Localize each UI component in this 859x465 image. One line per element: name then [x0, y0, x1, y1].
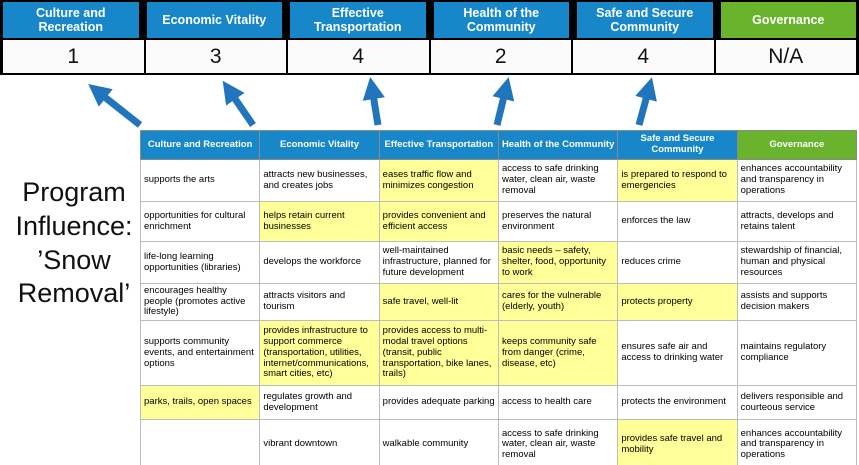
up-arrow-icon — [492, 77, 515, 126]
table-cell: basic needs – safety, shelter, food, opp… — [497, 241, 619, 284]
scoreboard-header-row: Culture and Recreation Economic Vitality… — [3, 2, 856, 38]
scoreboard-band: Culture and Recreation Economic Vitality… — [0, 0, 859, 75]
table-cell: cares for the vulnerable (elderly, youth… — [497, 282, 619, 322]
table-cell: supports community events, and entertain… — [139, 320, 261, 387]
score-economic: 3 — [145, 40, 286, 73]
page-title: Program Influence: ’Snow Removal’ — [0, 176, 148, 311]
table-row: supports community events, and entertain… — [139, 320, 858, 387]
arrows-layer — [88, 76, 657, 128]
table-cell: helps retain current businesses — [259, 201, 380, 242]
score-safe: 4 — [573, 40, 714, 73]
table-cell: enhances accountability and transparency… — [736, 419, 858, 465]
score-governance: N/A — [715, 40, 856, 73]
title-line: ’Snow — [37, 244, 111, 275]
table-cell: provides adequate parking — [378, 385, 499, 421]
title-line: Program — [22, 177, 126, 207]
score-health: 2 — [430, 40, 571, 73]
up-arrow-icon — [635, 77, 657, 126]
table-cell: preserves the natural environment — [497, 201, 619, 242]
table-cell: access to safe drinking water, clean air… — [497, 419, 619, 465]
table-cell: protects property — [617, 282, 738, 322]
table-cell: regulates growth and development — [259, 385, 380, 421]
table-row: supports the arts attracts new businesses… — [139, 159, 858, 202]
table-cell: encourages healthy people (promotes acti… — [139, 282, 261, 322]
table-header-row: Culture and Recreation Economic Vitality… — [139, 130, 858, 160]
table-cell: ensures safe air and access to drinking … — [617, 320, 738, 387]
table-cell: provides safe travel and mobility — [617, 419, 738, 465]
table-cell: opportunities for cultural enrichment — [139, 201, 261, 242]
table-cell: access to safe drinking water, clean air… — [497, 159, 619, 202]
table-cell — [139, 419, 261, 465]
score-culture: 1 — [3, 40, 144, 73]
table-cell: delivers responsible and courteous servi… — [736, 385, 858, 421]
title-line: Removal’ — [17, 278, 131, 309]
up-arrow-icon — [362, 76, 385, 126]
table-row: life-long learning opportunities (librar… — [139, 241, 858, 284]
table-cell: enhances accountability and transparency… — [736, 159, 858, 202]
table-cell: develops the workforce — [259, 241, 380, 284]
table-cell: maintains regulatory compliance — [736, 320, 858, 387]
table-cell: vibrant downtown — [259, 419, 380, 465]
table-row: encourages healthy people (promotes acti… — [139, 282, 858, 322]
table-cell: attracts new businesses, and creates job… — [259, 159, 380, 202]
title-line: Influence: — [15, 210, 133, 241]
table-cell: attracts visitors and tourism — [259, 282, 380, 322]
table-cell: reduces crime — [617, 241, 738, 284]
table-cell: keeps community safe from danger (crime,… — [497, 320, 619, 387]
table-cell: stewardship of financial, human and phys… — [736, 241, 858, 284]
scoreboard-header-economic: Economic Vitality — [146, 2, 282, 38]
table-cell: protects the environment — [617, 385, 738, 421]
table-row: vibrant downtown walkable community access… — [139, 419, 858, 465]
col-header-safe: Safe and Secure Community — [617, 130, 738, 160]
table-cell: well-maintained infrastructure, planned … — [378, 241, 499, 284]
col-header-transportation: Effective Transportation — [378, 130, 499, 160]
influence-table-body: supports the arts attracts new businesses… — [139, 159, 858, 465]
scoreboard-header-governance: Governance — [720, 2, 856, 38]
col-header-culture: Culture and Recreation — [139, 130, 261, 160]
table-cell: eases traffic flow and minimizes congest… — [378, 159, 499, 202]
table-cell: parks, trails, open spaces — [139, 385, 261, 421]
influence-table: Culture and Recreation Economic Vitality… — [139, 130, 858, 465]
table-cell: safe travel, well-lit — [378, 282, 499, 322]
table-cell: walkable community — [378, 419, 499, 465]
scoreboard-score-row: 1 3 4 2 4 N/A — [3, 40, 856, 73]
table-cell: provides convenient and efficient access — [378, 201, 499, 242]
table-cell: supports the arts — [139, 159, 261, 202]
up-arrow-icon — [222, 80, 256, 127]
scoreboard-header-culture: Culture and Recreation — [3, 2, 139, 38]
table-cell: provides infrastructure to support comme… — [259, 320, 380, 387]
scoreboard-header-transportation: Effective Transportation — [290, 2, 426, 38]
col-header-economic: Economic Vitality — [259, 130, 380, 160]
col-header-health: Health of the Community — [497, 130, 619, 160]
table-cell: provides access to multi-modal travel op… — [378, 320, 499, 387]
table-cell: is prepared to respond to emergencies — [617, 159, 738, 202]
table-row: parks, trails, open spaces regulates grow… — [139, 385, 858, 421]
up-arrow-icon — [88, 84, 143, 128]
scoreboard-header-health: Health of the Community — [433, 2, 569, 38]
scoreboard-header-safe: Safe and Secure Community — [577, 2, 713, 38]
table-cell: life-long learning opportunities (librar… — [139, 241, 261, 284]
table-cell: attracts, develops and retains talent — [736, 201, 858, 242]
score-transportation: 4 — [288, 40, 429, 73]
col-header-governance: Governance — [736, 130, 858, 160]
table-cell: assists and supports decision makers — [736, 282, 858, 322]
table-cell: access to health care — [497, 385, 619, 421]
table-cell: enforces the law — [617, 201, 738, 242]
table-row: opportunities for cultural enrichment hel… — [139, 201, 858, 242]
